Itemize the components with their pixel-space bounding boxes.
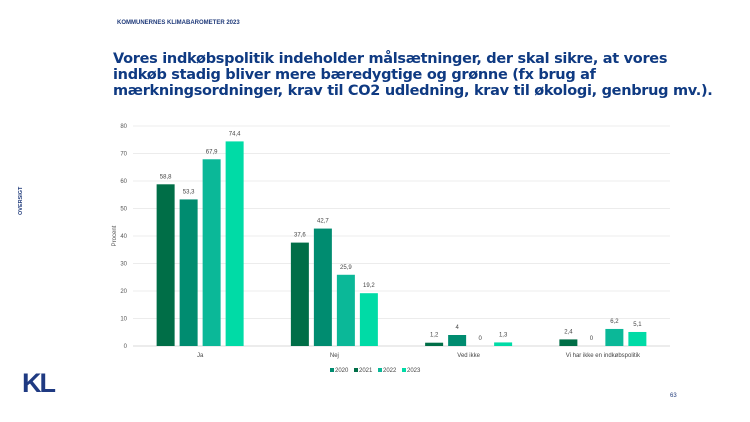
y-tick-label: 10 [120,317,127,323]
data-label: 1,3 [499,332,508,338]
x-tick-label: Ja [197,353,204,359]
data-label: 0 [590,336,594,342]
x-tick-label: Vi har ikke en indkøbspolitik [566,353,641,359]
y-tick-label: 20 [120,289,127,295]
data-label: 1,2 [430,333,439,339]
data-label: 0 [478,336,482,342]
report-header: KOMMUNERNES KLIMABAROMETER 2023 [117,20,240,26]
data-label: 25,9 [340,265,352,271]
data-label: 74,4 [229,131,241,137]
bar-2023 [359,293,378,346]
legend-swatch [378,368,382,372]
chart-title: Vores indkøbspolitik indeholder målsætni… [113,51,713,99]
legend-swatch [402,368,406,372]
x-tick-label: Ved ikke [457,353,480,359]
bar-2020 [448,335,467,346]
legend-label: 2021 [359,368,373,374]
data-label: 58,8 [160,174,172,180]
data-label: 42,7 [317,219,329,225]
data-label: 37,6 [294,233,306,239]
legend-swatch [354,368,358,372]
y-tick-label: 30 [120,262,127,268]
legend-label: 2023 [407,368,421,374]
y-tick-label: 0 [124,344,128,350]
kl-logo: KL [22,368,56,398]
data-label: 53,3 [183,189,195,195]
bar-2023 [628,331,647,346]
bar-2021 [156,184,175,346]
legend-label: 2020 [335,368,349,374]
bar-2023 [494,342,513,346]
legend-label: 2022 [383,368,397,374]
bar-2020 [179,199,198,346]
y-tick-label: 40 [120,234,127,240]
y-axis-label: Procent [112,225,118,246]
bar-2020 [313,228,332,346]
bar-2023 [225,141,244,346]
bar-2021 [559,339,578,346]
bar-2022 [202,159,221,346]
legend-swatch [330,368,334,372]
x-tick-label: Nej [330,353,339,359]
y-tick-label: 60 [120,179,127,185]
data-label: 4 [455,325,459,331]
y-tick-label: 70 [120,152,127,158]
data-label: 2,4 [564,329,573,335]
bar-2022 [605,328,624,346]
data-label: 19,2 [363,283,375,289]
data-label: 5,1 [633,322,642,328]
bar-2021 [290,242,309,346]
bar-2021 [425,342,444,346]
y-tick-label: 50 [120,207,127,213]
y-tick-label: 80 [120,124,127,130]
data-label: 67,9 [206,149,218,155]
data-label: 6,2 [610,319,619,325]
bar-2022 [336,274,355,346]
page-number: 63 [670,393,677,399]
